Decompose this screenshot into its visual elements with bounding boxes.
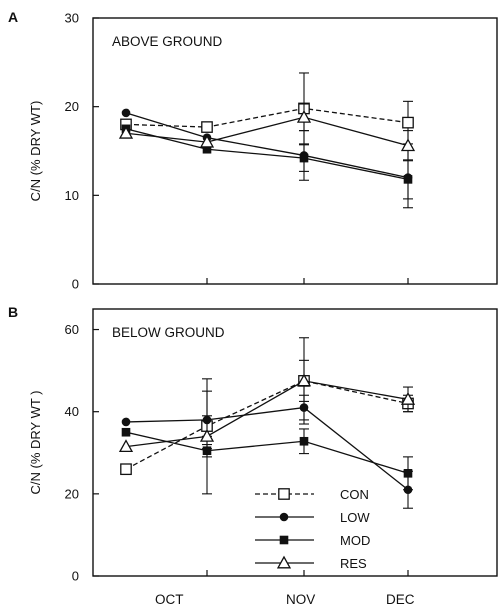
data-point	[299, 436, 309, 446]
data-point	[299, 403, 309, 412]
data-point	[279, 535, 289, 545]
y-tick-label: 20	[65, 99, 79, 114]
legend-label: CON	[340, 487, 369, 502]
series-line	[125, 406, 409, 491]
plot-frame	[92, 308, 498, 577]
legend: CON LOW MOD RES	[255, 487, 370, 571]
legend-item-con: CON	[255, 487, 369, 502]
series-line	[125, 128, 409, 181]
panel-a: A ABOVE GROUND C/N (% DRY WT) 0 10 20 30	[8, 9, 498, 292]
y-axis-label: C/N (% DRY WT)	[28, 101, 43, 202]
series-line	[125, 431, 409, 474]
data-point	[118, 439, 134, 453]
data-point	[299, 153, 309, 163]
y-axis-label: C/N (% DRY WT )	[28, 390, 43, 494]
data-point	[121, 427, 131, 437]
x-tick-label: NOV	[286, 592, 315, 607]
data-point	[400, 392, 416, 405]
y-tick-label: 10	[65, 188, 79, 203]
data-point	[278, 488, 290, 500]
series-con	[120, 72, 414, 145]
data-point	[403, 469, 413, 478]
data-point	[118, 125, 134, 139]
data-point	[199, 429, 215, 442]
data-point	[403, 175, 413, 184]
chart-title: BELOW GROUND	[112, 325, 225, 340]
legend-item-mod: MOD	[255, 533, 370, 548]
y-tick-label: 30	[65, 11, 79, 26]
series-low	[121, 108, 413, 209]
series-line	[125, 116, 409, 147]
y-tick-label: 60	[65, 322, 79, 337]
data-point	[296, 109, 312, 123]
data-point	[121, 108, 131, 118]
data-point	[402, 116, 414, 129]
data-point	[279, 512, 289, 522]
legend-label: MOD	[340, 533, 370, 548]
legend-item-low: LOW	[255, 510, 370, 525]
series-line	[125, 112, 409, 179]
plot-frame	[92, 17, 498, 285]
y-tick-label: 0	[72, 277, 79, 292]
series-line	[125, 107, 409, 128]
data-point	[202, 144, 212, 154]
series-low	[121, 390, 413, 509]
legend-label: LOW	[340, 510, 370, 525]
chart-title: ABOVE GROUND	[112, 34, 223, 49]
data-point	[199, 134, 215, 148]
panel-b: B BELOW GROUND C/N (% DRY WT ) 0 20 40 60 OCT NO…	[8, 304, 498, 607]
y-tick-label: 40	[65, 404, 79, 419]
series-line	[125, 380, 409, 470]
data-point	[201, 121, 213, 133]
panel-letter: B	[8, 304, 18, 320]
data-point	[276, 555, 292, 569]
panel-letter: A	[8, 9, 18, 25]
series-line	[125, 380, 409, 448]
data-point	[120, 463, 132, 476]
series-res	[118, 359, 416, 495]
data-point	[121, 417, 131, 427]
series-con	[120, 337, 414, 476]
data-point	[400, 138, 416, 152]
x-tick-label: OCT	[155, 592, 184, 607]
series-res	[118, 103, 416, 162]
data-point	[296, 373, 312, 387]
x-tick-label: DEC	[386, 592, 415, 607]
y-tick-label: 0	[72, 569, 79, 584]
legend-label: RES	[340, 556, 367, 571]
y-tick-label: 20	[65, 486, 79, 501]
legend-item-res: RES	[255, 555, 367, 571]
